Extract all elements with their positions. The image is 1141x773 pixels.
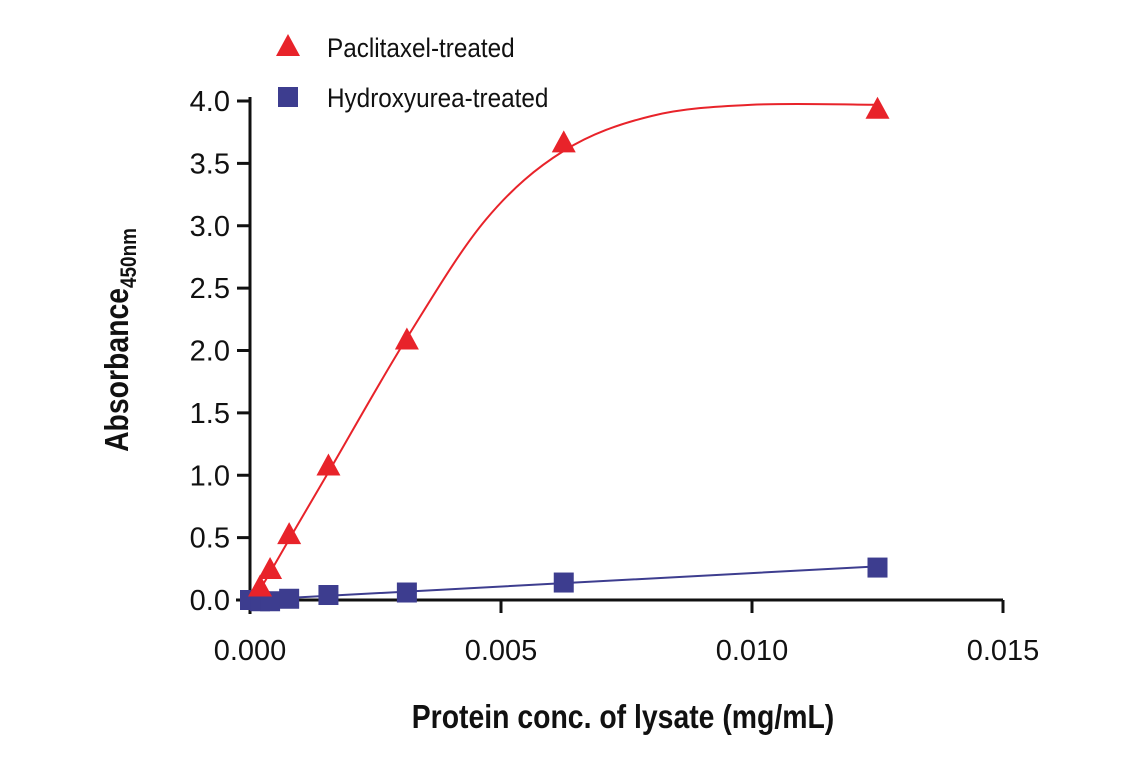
y-tick-label: 0.0: [190, 585, 230, 617]
y-axis-label-subscript: 450nm: [117, 228, 142, 288]
paclitaxel-point: [258, 557, 283, 580]
x-tick-label: 0.010: [716, 635, 789, 667]
x-tick-label: 0.000: [214, 635, 287, 667]
fit-curve-triangle: [249, 102, 878, 601]
legend-label: Paclitaxel-treated: [327, 34, 515, 63]
paclitaxel-point: [277, 522, 302, 545]
axes: 0.0 0.5 1.0 1.5 2.0 2.5 3.0 3.5 4.0 0.000 0.005 0.0…: [190, 86, 1040, 667]
y-tick-label: 2.5: [190, 273, 230, 305]
x-tick-label: 0.005: [465, 635, 538, 667]
hydroxyurea-point: [867, 557, 888, 578]
fit-curves: [249, 102, 878, 601]
hydroxyurea-point: [279, 588, 300, 609]
legend: Paclitaxel-treated Hydroxyurea-treated: [276, 34, 548, 113]
paclitaxel-point: [248, 574, 273, 597]
legend-marker-square: [278, 87, 298, 107]
hydroxyurea-point: [396, 582, 417, 603]
legend-marker-triangle: [276, 34, 300, 56]
hydroxyurea-point: [553, 572, 574, 593]
y-tick-label: 1.5: [190, 398, 230, 430]
data-points: [240, 96, 890, 612]
y-tick-label: 4.0: [190, 86, 230, 118]
x-tick-label: 0.015: [967, 635, 1040, 667]
y-tick-label: 3.5: [190, 148, 230, 180]
paclitaxel-point: [394, 327, 419, 350]
y-tick-label: 0.5: [190, 523, 230, 555]
legend-label: Hydroxyurea-treated: [327, 84, 548, 113]
y-axis-label: Absorbance450nm: [98, 228, 141, 452]
paclitaxel-point: [316, 453, 341, 476]
paclitaxel-point: [865, 96, 890, 119]
y-tick-label: 2.0: [190, 336, 230, 368]
paclitaxel-point: [551, 130, 576, 153]
y-tick-label: 1.0: [190, 460, 230, 492]
x-axis-label: Protein conc. of lysate (mg/mL): [412, 698, 834, 736]
y-tick-label: 3.0: [190, 211, 230, 243]
hydroxyurea-point: [318, 585, 339, 606]
